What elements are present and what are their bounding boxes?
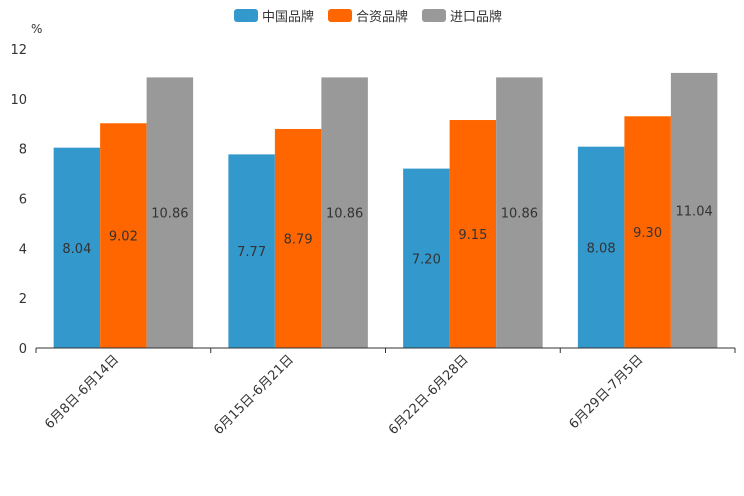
y-tick-label: 0 — [19, 342, 27, 357]
data-label-joint-venture: 9.15 — [458, 228, 487, 243]
y-tick-label: 10 — [10, 93, 27, 108]
bar-imported[interactable] — [670, 72, 718, 349]
data-label-joint-venture: 9.30 — [633, 226, 662, 241]
legend-label-china: 中国品牌 — [262, 10, 315, 25]
chart-legend: 中国品牌 合资品牌 进口品牌 — [234, 6, 502, 25]
x-tick-label: 6月22日-6月28日 — [386, 352, 472, 438]
legend-label-imported: 进口品牌 — [450, 10, 503, 25]
bar-china[interactable] — [228, 154, 275, 348]
bar-china[interactable] — [403, 168, 450, 348]
y-tick-label: 6 — [19, 193, 27, 208]
legend-item-joint-venture[interactable]: 合资品牌 — [328, 6, 408, 25]
legend-swatch-china — [234, 9, 258, 22]
legend-item-imported[interactable]: 进口品牌 — [422, 6, 502, 25]
bar-imported[interactable] — [496, 77, 543, 348]
x-tick-label: 6月15日-6月21日 — [211, 352, 297, 438]
data-label-china: 8.04 — [62, 242, 91, 257]
bar-china[interactable] — [53, 147, 101, 348]
x-tick-label: 6月8日-6月14日 — [42, 352, 122, 432]
bar-joint-venture[interactable] — [274, 128, 322, 348]
y-tick-label: 4 — [19, 242, 27, 257]
data-label-china: 7.20 — [412, 252, 441, 267]
bar-imported[interactable] — [146, 77, 194, 348]
data-label-imported: 10.86 — [326, 207, 363, 222]
data-label-imported: 10.86 — [151, 207, 188, 222]
legend-item-china[interactable]: 中国品牌 — [234, 6, 314, 25]
bar-joint-venture[interactable] — [100, 123, 147, 348]
bar-china[interactable] — [577, 146, 625, 348]
data-label-imported: 10.86 — [501, 207, 538, 222]
y-tick-label: 2 — [19, 292, 27, 307]
data-label-joint-venture: 8.79 — [284, 232, 313, 247]
y-tick-label: 8 — [19, 143, 27, 158]
data-label-imported: 11.04 — [676, 204, 713, 219]
legend-swatch-imported — [422, 9, 447, 22]
bar-imported[interactable] — [321, 77, 368, 348]
bar-joint-venture[interactable] — [449, 120, 497, 348]
data-label-china: 7.77 — [237, 245, 266, 260]
legend-swatch-joint-venture — [328, 9, 353, 22]
legend-label-joint-venture: 合资品牌 — [356, 10, 409, 25]
y-tick-label: 12 — [10, 43, 27, 58]
bar-joint-venture[interactable] — [624, 116, 671, 349]
x-tick-label: 6月29日-7月5日 — [567, 352, 647, 432]
y-axis-unit-label: % — [31, 22, 43, 36]
data-label-china: 8.08 — [587, 241, 616, 256]
data-label-joint-venture: 9.02 — [109, 230, 138, 245]
